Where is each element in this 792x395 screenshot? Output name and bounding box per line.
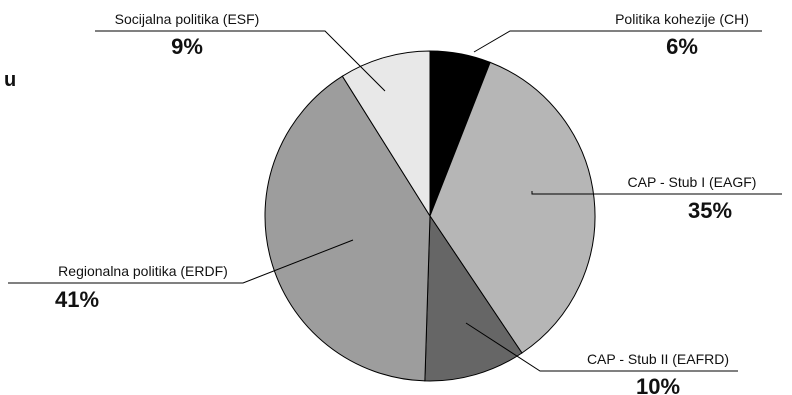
leader-line-4 bbox=[95, 30, 386, 92]
slice-value-1: 35% bbox=[688, 198, 732, 223]
slice-value-3: 41% bbox=[55, 287, 99, 312]
slice-label-3: Regionalna politika (ERDF) bbox=[58, 263, 228, 279]
pie-slice-1 bbox=[429, 61, 596, 354]
slice-label-2: CAP - Stub II (EAFRD) bbox=[587, 351, 729, 367]
leader-line-2 bbox=[465, 322, 738, 372]
leader-line-3 bbox=[8, 239, 354, 284]
leader-line-1 bbox=[531, 191, 782, 195]
pie-slice-2 bbox=[424, 214, 523, 382]
slice-label-4: Socijalna politika (ESF) bbox=[115, 11, 260, 27]
slice-label-0: Politika kohezije (CH) bbox=[615, 11, 749, 27]
slice-labels: Politika kohezije (CH) 6% CAP - Stub I (EA… bbox=[55, 11, 756, 395]
slice-value-4: 9% bbox=[171, 34, 203, 59]
cropped-edge-text: u bbox=[4, 69, 16, 91]
pie-slices bbox=[264, 50, 596, 382]
slice-label-1: CAP - Stub I (EAGF) bbox=[628, 174, 757, 190]
leader-line-0 bbox=[473, 30, 762, 53]
pie-slice-3 bbox=[264, 75, 431, 382]
pie-slice-4 bbox=[341, 50, 431, 218]
slice-value-0: 6% bbox=[666, 34, 698, 59]
leader-lines bbox=[8, 30, 782, 372]
slice-value-2: 10% bbox=[636, 374, 680, 395]
